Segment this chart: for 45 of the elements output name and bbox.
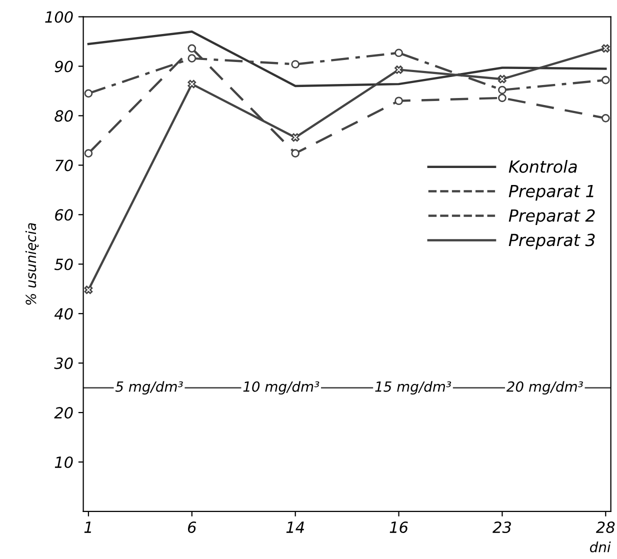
point bbox=[498, 74, 506, 84]
x-tick-label: 14 bbox=[286, 522, 304, 533]
y-tick-label: 50 bbox=[54, 258, 73, 270]
y-tick-label: 10 bbox=[54, 456, 73, 468]
x-tick-label: 1 bbox=[84, 522, 92, 533]
point bbox=[394, 66, 403, 74]
annotation: 10 mg/dm³ bbox=[243, 381, 320, 395]
x-tick-label: 16 bbox=[390, 521, 408, 534]
x-axis-title: dni bbox=[590, 542, 611, 552]
point bbox=[291, 149, 300, 158]
point bbox=[601, 76, 610, 84]
y-tick-label: 40 bbox=[54, 308, 73, 320]
line-series bbox=[87, 30, 607, 88]
annotation: 20 mg/dm³ bbox=[506, 381, 583, 395]
point bbox=[84, 149, 93, 158]
point bbox=[601, 114, 610, 122]
point bbox=[498, 86, 506, 94]
y-tick-label: 20 bbox=[54, 407, 73, 419]
y-axis-title: % usunięcia bbox=[25, 223, 39, 305]
legend-label: Preparat 3 bbox=[508, 234, 595, 250]
point bbox=[291, 133, 300, 142]
point bbox=[84, 286, 93, 294]
point bbox=[394, 48, 403, 58]
legend-label: Preparat 1 bbox=[508, 184, 594, 201]
point bbox=[188, 44, 196, 53]
y-tick-label: 80 bbox=[54, 110, 73, 122]
point bbox=[84, 89, 93, 98]
annotation: 15 mg/dm³ bbox=[375, 381, 452, 395]
annotation: 5 mg/dm³ bbox=[115, 381, 183, 395]
point bbox=[188, 80, 196, 88]
x-tick-label: 6 bbox=[188, 521, 196, 534]
x-tick-label: 28 bbox=[596, 521, 615, 534]
y-tick-label: 90 bbox=[54, 60, 73, 72]
point bbox=[601, 44, 610, 53]
legend-label: Preparat 2 bbox=[508, 209, 595, 226]
y-tick-label: 70 bbox=[56, 160, 73, 172]
y-tick-label: 100 bbox=[45, 11, 73, 23]
y-tick-label: 30 bbox=[54, 358, 73, 370]
y-tick-label: 60 bbox=[55, 209, 73, 221]
point bbox=[188, 54, 196, 62]
x-tick-label: 23 bbox=[492, 521, 511, 534]
point bbox=[394, 96, 403, 106]
point bbox=[291, 60, 300, 68]
point bbox=[498, 94, 506, 102]
legend-label: Kontrola bbox=[508, 160, 577, 173]
